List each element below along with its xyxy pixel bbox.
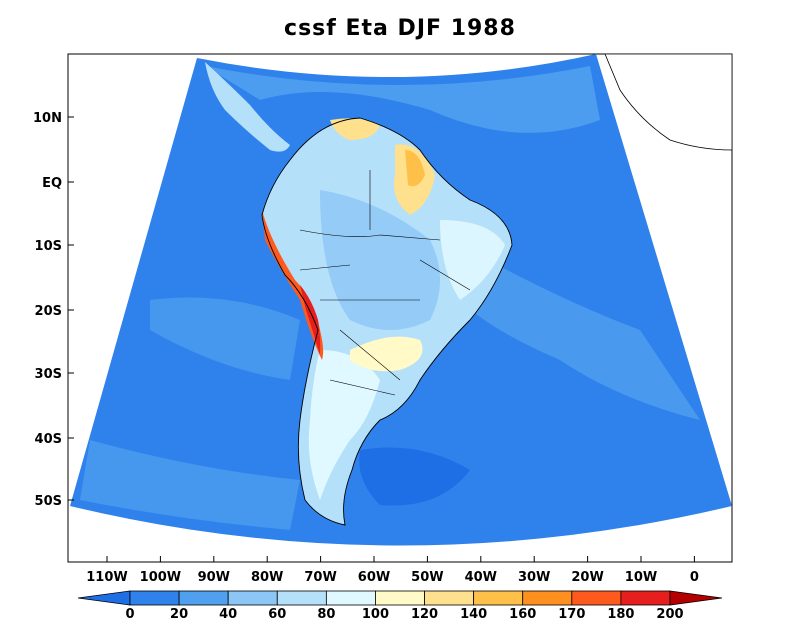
colorbar-box [424, 590, 475, 606]
lon-tick-label: 90W [198, 570, 230, 585]
colorbar-box [325, 590, 376, 606]
lat-tick-label: 30S [35, 367, 62, 382]
colorbar-label: 170 [558, 607, 585, 618]
lon-tick-label: 70W [304, 570, 336, 585]
africa-land [604, 54, 732, 151]
lon-tick-label: 20W [571, 570, 603, 585]
latitude-axis: 10N EQ 10S 20S 30S 40S 50S [33, 111, 74, 509]
colorbar-box [473, 590, 524, 606]
colorbar-label: 180 [607, 607, 634, 618]
colorbar-label: 40 [219, 607, 237, 618]
colorbar-label: 20 [170, 607, 188, 618]
coastline [261, 117, 513, 526]
colorbar-label: 80 [317, 607, 335, 618]
lon-tick-label: 30W [518, 570, 550, 585]
colorbar-box [620, 590, 671, 606]
guiana-peak [405, 150, 425, 187]
colorbar-label: 140 [460, 607, 487, 618]
colorbar-box [571, 590, 622, 606]
land-interior-light [320, 190, 440, 330]
colorbar: 0 20 40 60 80 100 120 140 160 170 180 200 [77, 590, 723, 618]
colorbar-box [375, 590, 425, 606]
venezuela-yellow [330, 118, 380, 140]
colorbar-label: 0 [125, 607, 134, 618]
andes-peru-coast [262, 210, 324, 360]
country-borders [299, 170, 471, 396]
ocean-band-north [205, 66, 600, 133]
land-east-light [440, 220, 505, 300]
lon-tick-label: 50W [411, 570, 443, 585]
ocean-band-atlantic [460, 250, 700, 420]
lon-tick-label: 10W [625, 570, 657, 585]
ocean-dark-patch [359, 447, 470, 506]
lon-tick-label: 40W [465, 570, 497, 585]
colorbar-label: 160 [509, 607, 536, 618]
ocean-band-pacific [150, 297, 300, 380]
lat-tick-label: 20S [35, 304, 62, 319]
lon-tick-label: 0 [690, 570, 699, 585]
lat-tick-label: 50S [35, 494, 62, 509]
lon-tick-label: 110W [86, 570, 127, 585]
lon-tick-label: 80W [251, 570, 283, 585]
map-title: cssf Eta DJF 1988 [284, 16, 516, 41]
colorbar-box [276, 590, 327, 606]
central-america-land [205, 62, 290, 152]
ocean-band-south [80, 440, 300, 530]
colorbar-box [178, 590, 229, 606]
lat-tick-label: 10N [33, 111, 62, 126]
lat-tick-label: 40S [35, 432, 62, 447]
lat-tick-label: 10S [35, 239, 62, 254]
colorbar-label: 100 [362, 607, 389, 618]
colorbar-box [129, 590, 180, 606]
lat-tick-label: EQ [42, 176, 62, 191]
colorbar-arrow-right [669, 590, 723, 606]
colorbar-arrow-left [77, 590, 131, 606]
colorbar-box [227, 590, 278, 606]
lon-tick-label: 60W [358, 570, 390, 585]
colorbar-box [522, 590, 573, 606]
lon-tick-label: 100W [140, 570, 181, 585]
colorbar-label: 200 [656, 607, 683, 618]
central-yellow [350, 336, 423, 372]
colorbar-label: 120 [411, 607, 438, 618]
colorbar-label: 60 [268, 607, 286, 618]
longitude-axis: 110W 100W 90W 80W 70W 60W 50W 40W 30W 20W 10W 0 [86, 556, 699, 585]
